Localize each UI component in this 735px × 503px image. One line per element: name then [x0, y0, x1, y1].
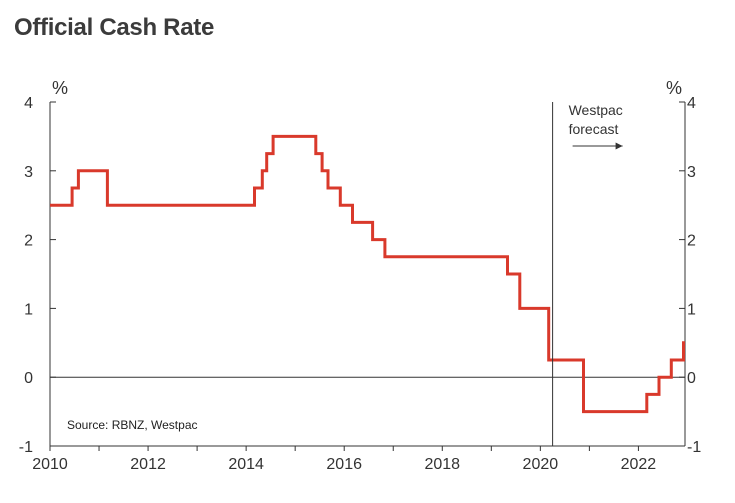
series-layer: [50, 134, 685, 414]
x-tick-label: 2012: [130, 456, 166, 473]
series-line-ocr: [50, 134, 685, 414]
ticks: -1 -1 0 0 1 1 2 2 3 3 4 4% % 2010 2012 2014 2016 2018 2020…: [19, 78, 702, 473]
y-tick-label-left: -1: [19, 439, 33, 456]
source-note: Source: RBNZ, Westpac: [67, 418, 198, 432]
x-tick-label: 2018: [424, 456, 460, 473]
y-tick-label-right: 0: [687, 370, 696, 387]
x-tick-label: 2020: [523, 456, 559, 473]
y-tick-label-right: 2: [687, 233, 696, 250]
y-tick-label-left: 3: [24, 164, 33, 181]
y-unit-left: %: [52, 78, 68, 98]
y-tick-label-left: 2: [24, 233, 33, 250]
x-tick-label: 2010: [32, 456, 68, 473]
y-tick-label-left: 4: [24, 95, 33, 112]
x-tick-label: 2016: [326, 456, 362, 473]
forecast-label-line1: Westpac: [569, 102, 623, 118]
chart-title: Official Cash Rate: [14, 14, 214, 41]
y-unit-right: %: [666, 78, 682, 98]
annotations: Westpac forecast Source: RBNZ, Westpac: [67, 102, 623, 446]
forecast-label-line2: forecast: [569, 121, 619, 137]
axes: [49, 102, 686, 447]
y-tick-label-left: 1: [24, 301, 33, 318]
x-tick-label: 2014: [228, 456, 264, 473]
y-tick-label-right: 3: [687, 164, 696, 181]
y-tick-label-right: 4: [687, 95, 696, 112]
y-tick-label-right: -1: [687, 439, 701, 456]
y-tick-label-left: 0: [24, 370, 33, 387]
forecast-arrow-head: [615, 142, 623, 150]
x-tick-label: 2022: [621, 456, 657, 473]
y-tick-label-right: 1: [687, 301, 696, 318]
